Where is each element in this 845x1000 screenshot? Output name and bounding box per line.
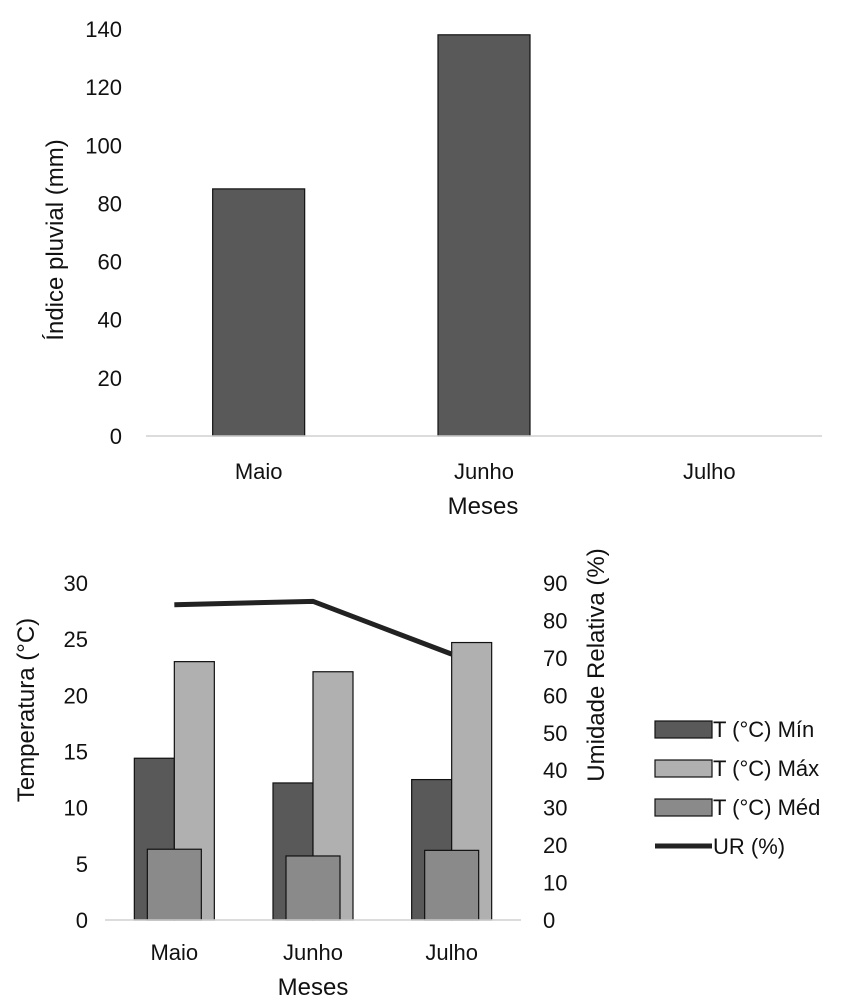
humidity-y-tick-label: 80	[543, 608, 567, 633]
rainfall-y-tick-label: 140	[85, 17, 122, 42]
bar-med-julho	[424, 849, 480, 921]
temperature-x-ticks: Maio Junho Julho	[150, 940, 477, 965]
temperature-x-tick-label: Junho	[283, 940, 343, 965]
legend-swatch-t-c-min	[654, 720, 713, 739]
humidity-y-ticks: 0 10 20 30 40 50 60 70 80 90	[543, 571, 567, 933]
rainfall-y-tick-label: 0	[110, 424, 122, 449]
temperature-y-tick-label: 20	[64, 683, 88, 708]
humidity-y-tick-label: 0	[543, 908, 555, 933]
rainfall-x-axis-title: Meses	[448, 493, 519, 520]
rainfall-x-tick-label: Maio	[235, 459, 283, 484]
legend-label-ur: UR (%)	[713, 834, 785, 859]
temperature-x-axis-title: Meses	[278, 974, 349, 1000]
temperature-y-tick-label: 5	[76, 852, 88, 877]
rainfall-y-tick-label: 120	[85, 75, 122, 100]
humidity-y-tick-label: 90	[543, 571, 567, 596]
rainfall-y-tick-label: 80	[98, 191, 122, 216]
temperature-x-tick-label: Maio	[150, 940, 198, 965]
legend-label-t-c-min: T (°C) Mín	[713, 717, 814, 742]
rainfall-bar-junho	[437, 34, 531, 437]
rainfall-y-tick-label: 40	[98, 308, 122, 333]
legend-swatch-t-c-med	[654, 798, 713, 817]
humidity-y-tick-label: 70	[543, 646, 567, 671]
legend-swatch-t-c-max	[654, 759, 713, 778]
humidity-y-tick-label: 60	[543, 683, 567, 708]
rainfall-y-ticks: 0 20 40 60 80 100 120 140	[85, 17, 122, 449]
ur-series-line	[174, 598, 453, 657]
temperature-y-ticks: 0 5 10 15 20 25 30	[64, 571, 88, 933]
rainfall-x-ticks: Maio Junho Julho	[235, 459, 736, 484]
temperature-x-tick-label: Julho	[425, 940, 478, 965]
rainfall-y-tick-label: 60	[98, 250, 122, 275]
humidity-y-axis-title: Umidade Relativa (%)	[583, 548, 610, 781]
humidity-y-tick-label: 10	[543, 871, 567, 896]
temperature-humidity-chart: 0 5 10 15 20 25 30 0 10 20 30 40 50 60 70 80 90 Maio Jun…	[13, 548, 820, 1000]
legend-label-t-c-max: T (°C) Máx	[713, 756, 819, 781]
humidity-y-tick-label: 50	[543, 721, 567, 746]
rainfall-y-tick-label: 100	[85, 133, 122, 158]
temperature-y-tick-label: 0	[76, 908, 88, 933]
rainfall-bars	[212, 34, 531, 437]
bar-med-maio	[146, 848, 202, 921]
rainfall-y-tick-label: 20	[98, 366, 122, 391]
temperature-y-tick-label: 25	[64, 627, 88, 652]
humidity-y-tick-label: 40	[543, 758, 567, 783]
rainfall-x-tick-label: Julho	[683, 459, 736, 484]
humidity-y-tick-label: 30	[543, 796, 567, 821]
rainfall-bar-maio	[212, 188, 306, 437]
temperature-y-axis-title: Temperatura (°C)	[13, 618, 40, 802]
rainfall-y-axis-title: Índice pluvial (mm)	[42, 139, 69, 340]
temperature-y-tick-label: 30	[64, 571, 88, 596]
temperature-y-tick-label: 15	[64, 740, 88, 765]
humidity-y-tick-label: 20	[543, 833, 567, 858]
legend: T (°C) Mín T (°C) Máx T (°C) Méd UR (%)	[654, 717, 820, 859]
temperature-bars	[133, 641, 493, 921]
rainfall-x-tick-label: Junho	[454, 459, 514, 484]
legend-label-t-c-med: T (°C) Méd	[713, 795, 820, 820]
bar-med-junho	[285, 855, 341, 921]
temperature-y-tick-label: 10	[64, 796, 88, 821]
